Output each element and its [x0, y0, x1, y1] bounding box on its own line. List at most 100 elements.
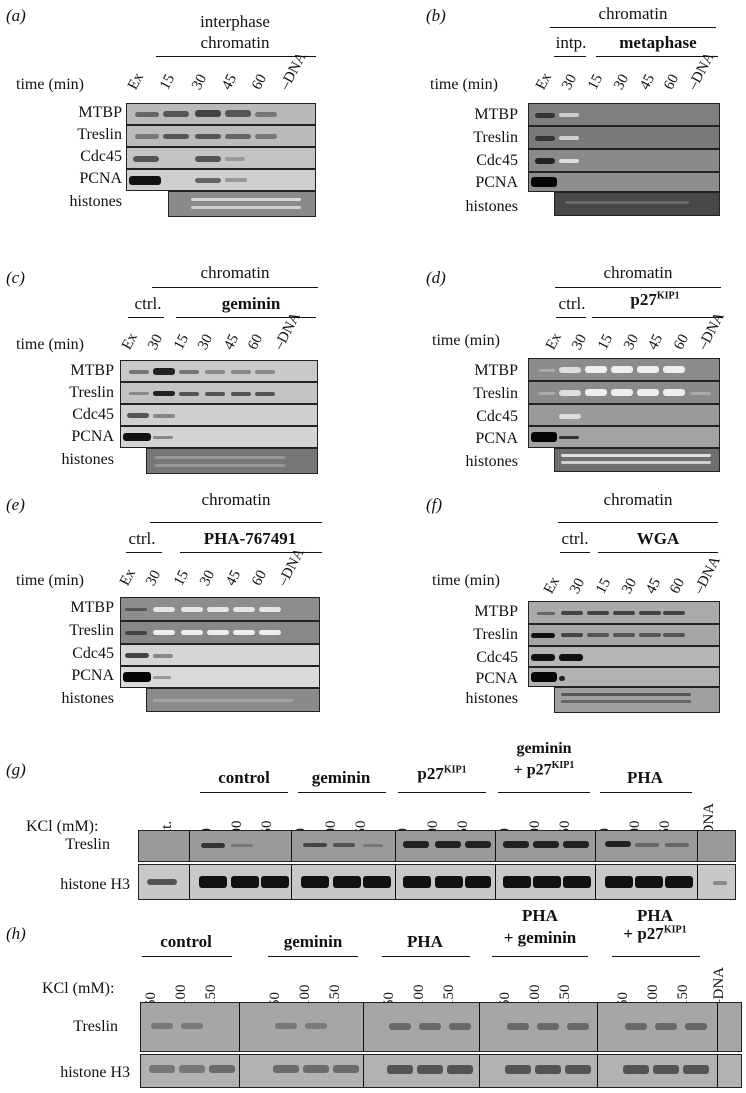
rule	[152, 287, 318, 288]
lane-label: 30	[618, 575, 641, 597]
lane-label: 30	[610, 71, 633, 93]
rule	[126, 552, 162, 553]
blot-strip	[528, 126, 720, 149]
group-label-main: + p27	[513, 761, 552, 779]
row-label: histone H3	[60, 876, 130, 893]
rule	[398, 792, 486, 793]
row-label: MTBP	[78, 104, 122, 121]
lane-label: 30	[194, 331, 217, 353]
group-label: ctrl.	[134, 294, 162, 313]
lane-label: 60	[666, 575, 689, 597]
rule	[150, 522, 322, 523]
rule	[142, 956, 232, 957]
row-label: Cdc45	[72, 645, 114, 662]
blot-strip	[528, 667, 720, 687]
row-label: Treslin	[65, 836, 110, 853]
time-label: time (min)	[16, 76, 84, 93]
rule	[555, 287, 721, 288]
lane-label: 60	[244, 331, 267, 353]
blot-strip	[528, 103, 720, 126]
group-label: + geminin	[503, 928, 577, 947]
panel-letter: (g)	[6, 760, 26, 779]
group-label-main: p27	[630, 290, 657, 309]
rule	[176, 317, 316, 318]
blot-strip	[528, 381, 720, 404]
group-label: p27KIP1	[396, 764, 488, 784]
row-label: PCNA	[71, 428, 114, 445]
blot-strip	[120, 666, 320, 688]
group-label: WGA	[636, 529, 680, 548]
header: chromatin	[603, 263, 673, 282]
blot-strip	[120, 360, 318, 382]
group-label-sup: KIP1	[443, 764, 467, 776]
row-label: histones	[465, 198, 518, 215]
panel-letter: (c)	[6, 268, 25, 287]
group-label: geminin	[516, 740, 572, 757]
group-label: geminin	[311, 768, 371, 787]
lane-label: 30	[568, 331, 591, 353]
row-label: Treslin	[69, 622, 114, 639]
lane-label: 45	[220, 331, 243, 353]
rule	[498, 792, 590, 793]
blot-strip	[126, 147, 316, 169]
time-label: time (min)	[16, 572, 84, 589]
lane-label: 30	[188, 71, 211, 93]
group-label-sup: KIP1	[663, 924, 687, 936]
blot-strip	[120, 644, 320, 666]
row-label: histones	[61, 451, 114, 468]
blot-strip	[126, 169, 316, 191]
kcl-label: KCl (mM):	[26, 818, 99, 835]
blot-strip	[528, 646, 720, 667]
group-label-sup: KIP1	[656, 290, 680, 302]
group-label: PHA	[637, 906, 673, 925]
blot-strip	[140, 1054, 742, 1088]
lane-label: 30	[144, 331, 167, 353]
lane-label: 15	[170, 567, 193, 589]
blot-strip	[554, 687, 720, 713]
panel-letter: (b)	[426, 6, 446, 25]
rule	[156, 56, 316, 57]
group-label: ctrl.	[561, 529, 589, 548]
blot-strip	[146, 688, 320, 712]
row-label: PCNA	[71, 667, 114, 684]
header: chromatin	[201, 490, 271, 509]
rule	[382, 956, 470, 957]
row-label: Treslin	[473, 129, 518, 146]
row-label: MTBP	[474, 106, 518, 123]
group-label: + p27KIP1	[610, 924, 700, 944]
row-label: MTBP	[70, 599, 114, 616]
panel-letter: (h)	[6, 924, 26, 943]
lane-label: 60	[660, 71, 683, 93]
row-label: histone H3	[60, 1064, 130, 1081]
row-label: Cdc45	[476, 649, 518, 666]
group-label: control	[218, 768, 270, 787]
blot-strip	[120, 621, 320, 644]
row-label: histones	[465, 690, 518, 707]
lane-label: Ex	[124, 70, 147, 93]
lane-label: 30	[566, 575, 589, 597]
row-label: MTBP	[70, 362, 114, 379]
time-label: time (min)	[432, 572, 500, 589]
time-label: time (min)	[430, 76, 498, 93]
row-label: MTBP	[474, 362, 518, 379]
group-label: control	[160, 932, 212, 951]
group-label: PHA	[407, 932, 443, 951]
rule	[554, 56, 586, 57]
lane-label: 45	[218, 71, 241, 93]
row-label: Treslin	[73, 1018, 118, 1035]
lane-label: –DNA	[711, 967, 727, 1007]
panel-letter: (a)	[6, 6, 26, 25]
rule	[180, 552, 322, 553]
lane-label: 15	[592, 575, 615, 597]
lane-label: 60	[248, 567, 271, 589]
lane-label: 30	[196, 567, 219, 589]
lane-label: 15	[156, 71, 179, 93]
blot-strip	[528, 358, 720, 381]
row-label: Treslin	[77, 126, 122, 143]
lane-label: Ex	[542, 330, 565, 353]
header: chromatin	[200, 33, 270, 52]
row-label: PCNA	[475, 430, 518, 447]
group-label: p27KIP1	[600, 290, 710, 310]
row-label: MTBP	[474, 603, 518, 620]
group-label: ctrl.	[558, 294, 586, 313]
